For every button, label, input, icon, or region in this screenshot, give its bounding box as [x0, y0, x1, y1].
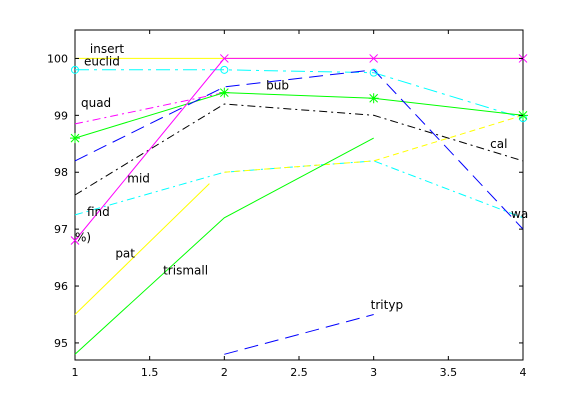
markers-group: [70, 54, 528, 245]
series-label: insert: [90, 42, 125, 56]
x-tick-label: 3.5: [440, 366, 458, 379]
data-point-bub-3-2: [368, 93, 379, 104]
data-point-mid-6-0: [70, 236, 80, 245]
x-tick-label: 3: [370, 366, 377, 379]
series-label: mid: [127, 171, 150, 185]
series-line-bub-3: [74, 92, 524, 139]
plot-area-frame: [74, 29, 524, 361]
series-label: find: [87, 205, 110, 219]
series-line-mid-6: [74, 57, 523, 241]
x-tick-label: 2: [221, 366, 228, 379]
y-tick-label: 96: [54, 280, 68, 293]
series-line-unlabeled-4: [74, 69, 524, 230]
y-tick-label: 95: [54, 337, 68, 350]
series-label: trityp: [371, 298, 403, 312]
series-line-cal-5: [74, 103, 524, 196]
data-point-mid-6-2: [369, 54, 379, 63]
x-axis: 1 1.5 2 2.5 3 3.5 4: [72, 30, 527, 379]
series-label: trismall: [163, 264, 208, 278]
series-line-trityp-11: [224, 314, 374, 355]
series-line-pat-9: [74, 183, 210, 315]
series-label: bub: [266, 79, 289, 93]
data-point-mid-6-1: [219, 54, 229, 63]
series-label: euclid: [84, 54, 120, 68]
series-line-find-7: [74, 160, 524, 219]
series-line-quad-2: [74, 92, 225, 125]
x-tick-label: 4: [520, 366, 527, 379]
data-point-bub-3-1: [219, 87, 230, 98]
series-label: quad: [81, 96, 111, 110]
x-tick-label: 1.5: [141, 366, 159, 379]
series-line-trismall-10: [74, 137, 374, 355]
series-group: [74, 57, 524, 355]
series-label: pat: [115, 247, 135, 261]
y-tick-label: 99: [54, 109, 68, 122]
y-tick-label: 97: [54, 223, 68, 236]
series-label: wa: [511, 207, 528, 221]
x-tick-label: 2.5: [290, 366, 308, 379]
y-tick-label: 100: [47, 52, 68, 65]
x-tick-label: 1: [72, 366, 79, 379]
series-line-wa-8: [224, 114, 524, 173]
data-point-euclid-1-0: [71, 65, 79, 74]
y-axis: 95 96 97 98 99 100: [47, 52, 523, 350]
series-label: %): [75, 231, 91, 245]
data-point-bub-3-0: [70, 133, 80, 144]
data-point-euclid-1-1: [220, 65, 229, 74]
y-tick-label: 98: [54, 166, 68, 179]
series-label: cal: [490, 137, 507, 151]
series-line-euclid-1: [75, 69, 524, 119]
data-point-euclid-1-2: [369, 68, 378, 77]
